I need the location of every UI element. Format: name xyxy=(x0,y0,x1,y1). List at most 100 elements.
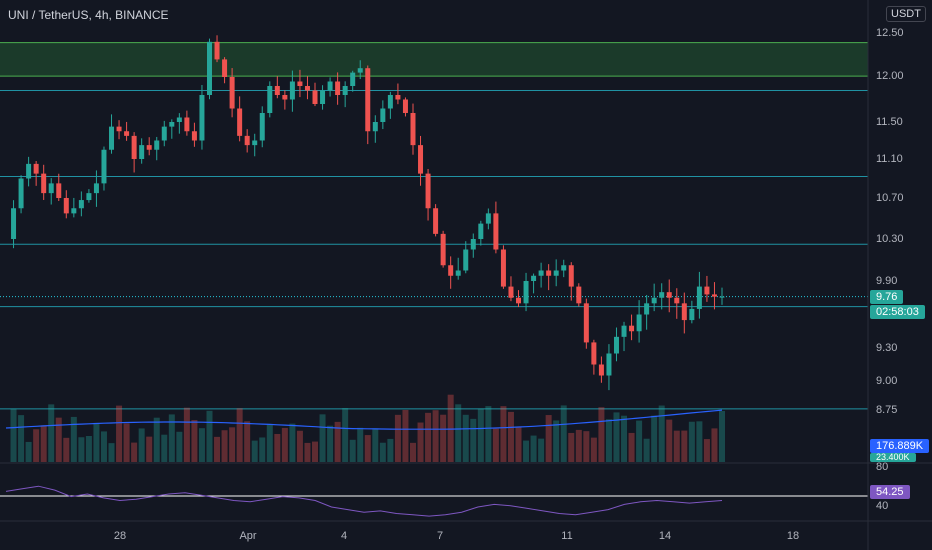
candle-body xyxy=(26,163,32,179)
volume-bar xyxy=(191,420,198,462)
candle-body xyxy=(139,145,145,159)
volume-bar xyxy=(236,408,243,462)
volume-bar xyxy=(583,431,590,462)
volume-bar xyxy=(379,442,386,462)
candle-body xyxy=(184,117,190,132)
candle-body xyxy=(531,275,537,281)
candle-body xyxy=(312,90,318,104)
candle-body xyxy=(48,183,54,194)
candle-body xyxy=(124,131,130,136)
volume-bar xyxy=(334,421,341,462)
candle-body xyxy=(583,303,589,343)
volume-bar xyxy=(266,424,273,462)
volume-bar xyxy=(696,421,703,462)
candle-body xyxy=(380,108,386,122)
candle-body xyxy=(327,81,333,91)
volume-bar xyxy=(93,422,100,462)
volume-bar xyxy=(455,404,462,462)
candle-body xyxy=(154,140,160,150)
volume-bar xyxy=(711,428,718,462)
volume-bar xyxy=(515,427,522,462)
candle-body xyxy=(169,122,175,127)
candle-body xyxy=(387,95,393,109)
candle-body xyxy=(433,208,439,234)
volume-bar xyxy=(568,432,575,462)
candle-body xyxy=(214,41,220,60)
candle-body xyxy=(289,81,295,100)
candle-body xyxy=(199,95,205,141)
candle-body xyxy=(101,149,107,184)
candle-body xyxy=(418,145,424,174)
y-tick-label: 9.30 xyxy=(876,342,898,354)
candle-body xyxy=(500,249,506,287)
symbol-title: UNI / TetherUS, 4h, BINANCE xyxy=(8,8,169,22)
volume-bar xyxy=(447,394,454,462)
candle-body xyxy=(304,86,310,91)
candle-body xyxy=(621,325,627,337)
candle-body xyxy=(674,297,680,304)
volume-bar xyxy=(425,412,432,462)
candle-body xyxy=(553,270,559,276)
candle-body xyxy=(342,86,348,95)
volume-bar xyxy=(10,408,17,462)
candle-body xyxy=(395,95,401,100)
candle-body xyxy=(131,135,137,159)
candle-body xyxy=(372,122,378,132)
candle-body xyxy=(63,198,69,214)
candle-body xyxy=(493,213,499,250)
candle-body xyxy=(568,265,574,287)
candle-body xyxy=(357,68,363,73)
volume-bar xyxy=(440,414,447,462)
x-tick-label: 7 xyxy=(436,530,444,542)
volume-ma-line xyxy=(5,409,723,430)
candle-body xyxy=(176,117,182,122)
candle-body xyxy=(425,173,431,209)
candle-body xyxy=(71,208,77,214)
volume-bar xyxy=(553,420,560,462)
volume-bar xyxy=(18,415,25,462)
candle-body xyxy=(33,163,39,174)
candle-body xyxy=(681,303,687,321)
volume-bar xyxy=(605,419,612,462)
candle-body xyxy=(606,353,612,376)
volume-bar xyxy=(628,432,635,462)
candle-body xyxy=(478,223,484,239)
candle-body xyxy=(222,59,228,77)
candle-body xyxy=(229,77,235,109)
candle-body xyxy=(455,270,461,276)
y-tick-label: 10.70 xyxy=(876,192,904,204)
volume-bar xyxy=(342,407,349,462)
candle-body xyxy=(598,364,604,376)
candle-body xyxy=(350,72,356,86)
y-tick-label: 11.50 xyxy=(876,116,903,128)
volume-bar xyxy=(48,404,55,462)
x-tick-label: 14 xyxy=(658,530,672,542)
volume-bar xyxy=(161,434,168,462)
volume-bar xyxy=(304,442,311,462)
volume-bar xyxy=(688,421,695,462)
candle-body xyxy=(259,113,265,141)
volume-bar xyxy=(470,418,477,462)
candle-body xyxy=(719,296,725,298)
volume-bar xyxy=(274,433,281,462)
currency-button[interactable]: USDT xyxy=(886,6,926,22)
volume-bar xyxy=(364,435,371,462)
y-tick-label: 10.30 xyxy=(876,233,904,245)
candle-body xyxy=(191,131,197,141)
resistance-zone xyxy=(0,42,868,77)
candle-body xyxy=(644,303,650,315)
candle-body xyxy=(410,113,416,146)
y-tick-label: 12.50 xyxy=(876,27,904,39)
candle-body xyxy=(18,178,24,209)
volume-bar xyxy=(673,430,680,462)
candle-body xyxy=(704,286,710,295)
volume-bar xyxy=(530,435,537,462)
volume-bar xyxy=(703,439,710,462)
volume-bar xyxy=(523,440,530,462)
candle-body xyxy=(516,297,522,304)
candle-body xyxy=(561,265,567,271)
volume-bar xyxy=(259,437,266,462)
candle-body xyxy=(78,200,84,209)
volume-bar xyxy=(183,407,190,462)
